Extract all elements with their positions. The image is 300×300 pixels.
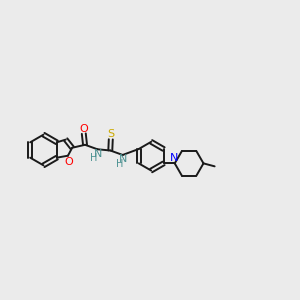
Text: H: H xyxy=(116,159,123,169)
Text: N: N xyxy=(94,149,102,159)
Text: O: O xyxy=(80,124,88,134)
Text: O: O xyxy=(64,157,73,167)
Text: S: S xyxy=(107,129,114,139)
Text: N: N xyxy=(119,154,128,164)
Text: N: N xyxy=(170,153,179,164)
Text: H: H xyxy=(90,153,98,163)
